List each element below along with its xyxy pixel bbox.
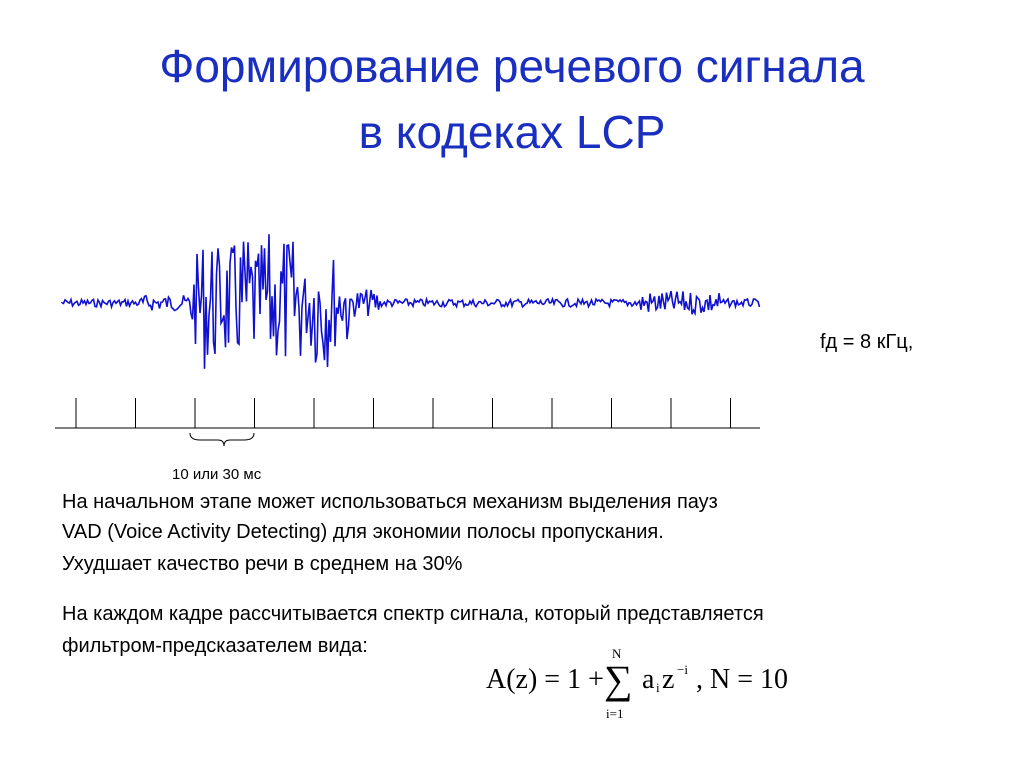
formula-tail: , N = 10	[696, 664, 789, 695]
paragraph-line: Ухудшает качество речи в среднем на 30%	[62, 553, 463, 575]
paragraph-line: На начальном этапе может использоваться …	[62, 491, 718, 513]
formula-a: a	[642, 664, 655, 695]
formula-z: z	[662, 664, 675, 695]
frame-label: 10 или 30 мс	[172, 466, 262, 483]
formula-z-sup: −i	[677, 662, 688, 677]
formula-sum: ∑	[604, 657, 633, 702]
formula-lower: i=1	[606, 706, 624, 721]
formula-a-sub: i	[656, 680, 660, 695]
paragraph-line: VAD (Voice Activity Detecting) для эконо…	[62, 521, 664, 543]
sampling-rate: fд = 8 кГц,	[820, 331, 914, 353]
frame-brace	[189, 432, 255, 447]
formula-lhs: A(z) = 1 +	[486, 664, 604, 695]
title-line: Формирование речевого сигнала	[159, 40, 865, 92]
paragraph-line: фильтром-предсказателем вида:	[62, 635, 368, 657]
title-line: в кодеках LCP	[358, 106, 666, 158]
paragraph-line: На каждом кадре рассчитывается спектр си…	[62, 603, 764, 625]
waveform	[61, 234, 761, 369]
formula-upper: N	[612, 646, 622, 661]
